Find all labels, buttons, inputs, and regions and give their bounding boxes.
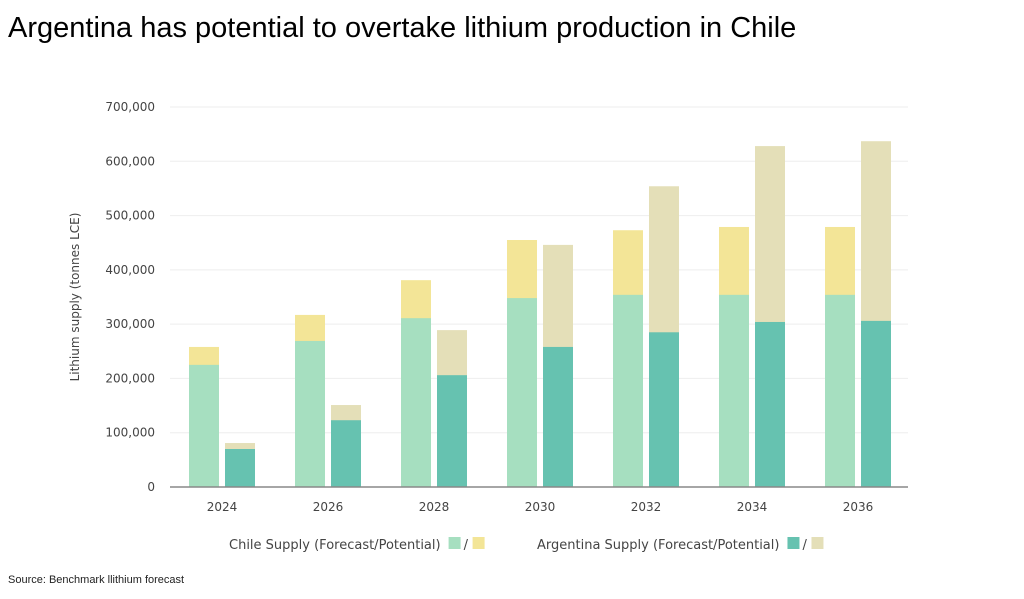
source-note: Source: Benchmark llithium forecast xyxy=(8,574,185,586)
y-tick-label: 400,000 xyxy=(105,263,155,277)
y-tick-label: 700,000 xyxy=(105,100,155,114)
bar-chile-forecast xyxy=(507,298,537,487)
y-tick-label: 300,000 xyxy=(105,317,155,331)
x-tick-label: 2030 xyxy=(525,500,556,514)
chart-title: Argentina has potential to overtake lith… xyxy=(8,12,797,44)
y-tick-label: 200,000 xyxy=(105,371,155,385)
legend-separator: / xyxy=(802,538,807,553)
legend-swatch-forecast xyxy=(787,537,800,549)
bar-argentina-forecast xyxy=(225,449,255,487)
bar-chile-forecast xyxy=(189,364,219,487)
bar-chile-forecast xyxy=(613,294,643,487)
y-tick-label: 100,000 xyxy=(105,426,155,440)
y-axis-label: Lithium supply (tonnes LCE) xyxy=(68,213,82,382)
bar-chile-forecast xyxy=(825,294,855,487)
y-tick-label: 500,000 xyxy=(105,209,155,223)
x-tick-label: 2024 xyxy=(207,500,238,514)
bar-chile-forecast xyxy=(295,340,325,487)
bar-chile-forecast xyxy=(401,318,431,487)
bar-argentina-forecast xyxy=(861,320,891,487)
legend-label: Chile Supply (Forecast/Potential) xyxy=(229,538,441,553)
x-tick-label: 2036 xyxy=(843,500,874,514)
bar-argentina-forecast xyxy=(755,321,785,487)
legend-separator: / xyxy=(464,538,469,553)
y-tick-label: 600,000 xyxy=(105,154,155,168)
y-tick-label: 0 xyxy=(147,480,155,494)
bar-argentina-forecast xyxy=(649,332,679,487)
legend-swatch-potential xyxy=(472,537,485,549)
legend-swatch-potential xyxy=(811,537,824,549)
x-tick-label: 2028 xyxy=(419,500,450,514)
bar-argentina-forecast xyxy=(543,346,573,487)
bar-chile-forecast xyxy=(719,294,749,487)
x-tick-label: 2026 xyxy=(313,500,344,514)
x-tick-label: 2032 xyxy=(631,500,662,514)
legend-label: Argentina Supply (Forecast/Potential) xyxy=(537,538,779,553)
bar-argentina-forecast xyxy=(437,375,467,487)
x-tick-label: 2034 xyxy=(737,500,768,514)
bar-argentina-forecast xyxy=(331,420,361,487)
legend-swatch-forecast xyxy=(448,537,461,549)
